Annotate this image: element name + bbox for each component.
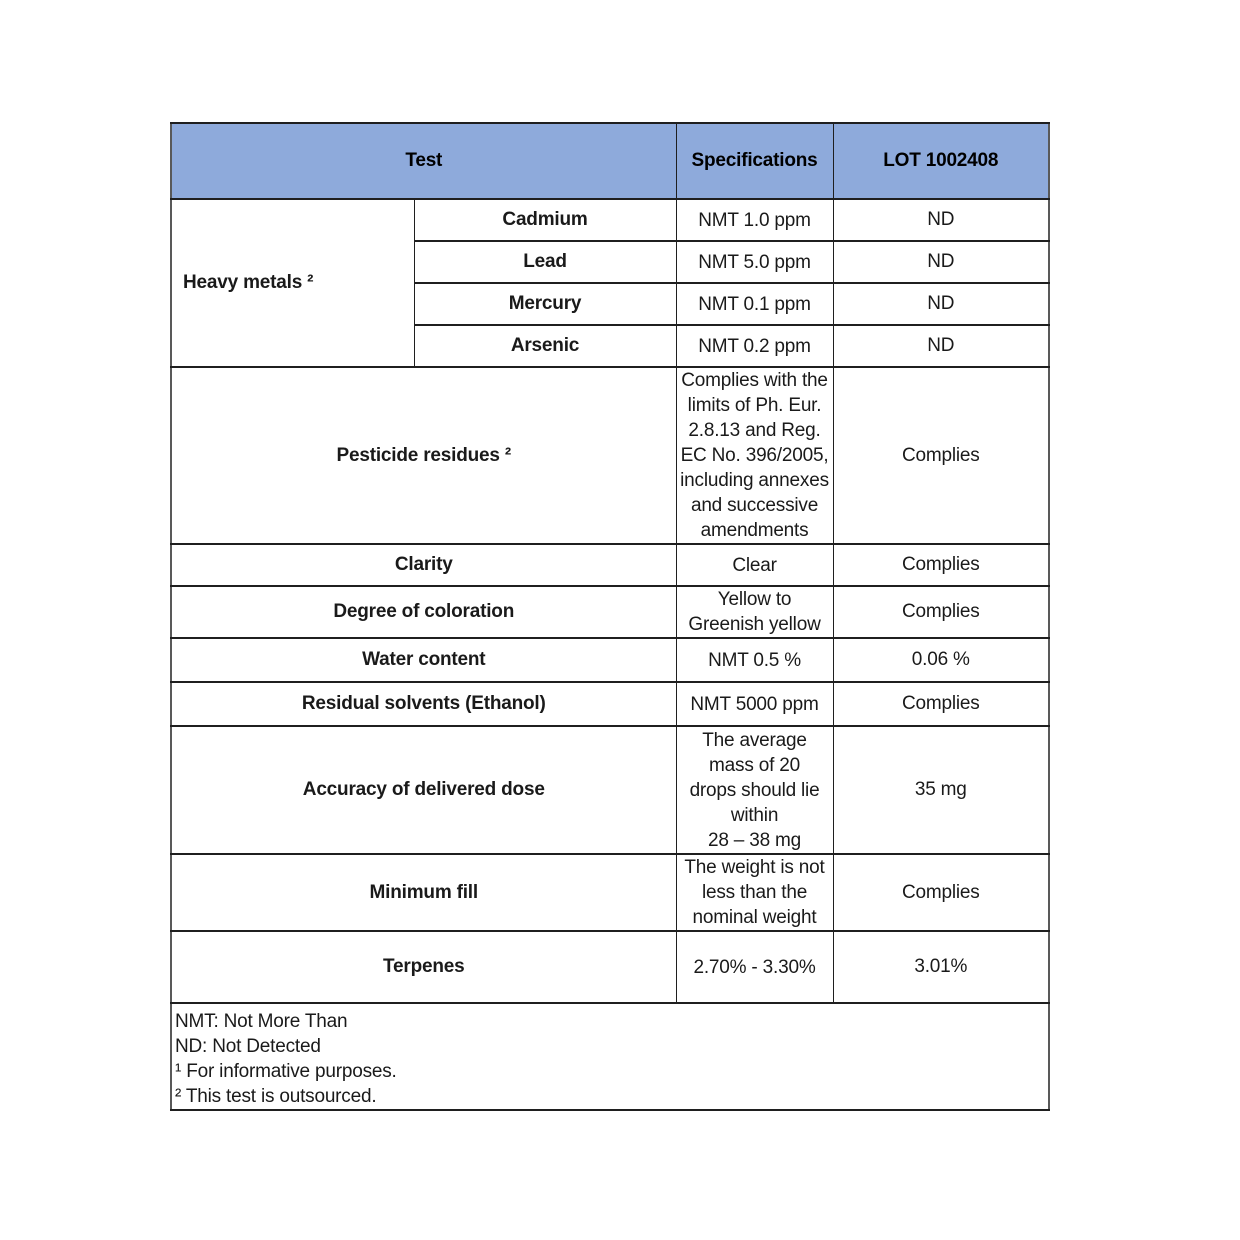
table-row-pesticide-residues: Pesticide residues ² Complies with the l…: [170, 366, 1050, 545]
test-label: Water content: [170, 637, 677, 683]
footnote-informative: ¹ For informative purposes.: [175, 1061, 397, 1082]
test-label: Mercury: [413, 282, 677, 326]
table-row-residual-solvents: Residual solvents (Ethanol) NMT 5000 ppm…: [170, 681, 1050, 727]
header-specifications: Specifications: [675, 122, 834, 200]
certificate-of-analysis-table: Test Specifications LOT 1002408 Heavy me…: [170, 122, 1051, 1111]
test-label: Residual solvents (Ethanol): [170, 681, 677, 727]
result-value: 3.01%: [832, 930, 1050, 1004]
heavy-metals-group-label: Heavy metals ²: [170, 198, 415, 368]
specification-value: NMT 0.2 ppm: [675, 324, 834, 368]
table-row-clarity: Clarity Clear Complies: [170, 543, 1050, 587]
result-value: Complies: [832, 681, 1050, 727]
table-row-cadmium: Heavy metals ² Cadmium NMT 1.0 ppm ND: [170, 198, 1050, 368]
result-value: ND: [832, 198, 1050, 242]
table-row-minimum-fill: Minimum fill The weight is not less than…: [170, 853, 1050, 932]
specification-value: Yellow to Greenish yellow: [675, 585, 834, 639]
table-row-accuracy-of-delivered-dose: Accuracy of delivered dose The average m…: [170, 725, 1050, 855]
result-value: Complies: [832, 543, 1050, 587]
table-row-degree-of-coloration: Degree of coloration Yellow to Greenish …: [170, 585, 1050, 639]
specification-value: NMT 5.0 ppm: [675, 240, 834, 284]
test-label: Terpenes: [170, 930, 677, 1004]
specification-value: NMT 5000 ppm: [675, 681, 834, 727]
table-row-terpenes: Terpenes 2.70% - 3.30% 3.01%: [170, 930, 1050, 1004]
table-row-mercury: Mercury NMT 0.1 ppm ND: [171, 282, 1050, 326]
result-value: ND: [832, 240, 1050, 284]
result-value: Complies: [832, 853, 1050, 932]
footnote-nmt: NMT: Not More Than: [175, 1011, 348, 1032]
specification-value: NMT 0.1 ppm: [675, 282, 834, 326]
test-label: Clarity: [170, 543, 677, 587]
specification-value: NMT 1.0 ppm: [675, 198, 834, 242]
test-label: Pesticide residues ²: [170, 366, 677, 545]
result-value: 35 mg: [832, 725, 1050, 855]
specification-value: 2.70% - 3.30%: [675, 930, 834, 1004]
specification-value: NMT 0.5 %: [675, 637, 834, 683]
test-label: Arsenic: [413, 324, 677, 368]
table-footnotes-row: NMT: Not More Than ND: Not Detected ¹ Fo…: [170, 1002, 1050, 1111]
footnotes-cell: NMT: Not More Than ND: Not Detected ¹ Fo…: [170, 1002, 1050, 1111]
test-label: Lead: [413, 240, 677, 284]
header-test: Test: [170, 122, 677, 200]
result-value: ND: [832, 324, 1050, 368]
result-value: Complies: [832, 366, 1050, 545]
header-lot: LOT 1002408: [832, 122, 1050, 200]
specification-value: Complies with the limits of Ph. Eur. 2.8…: [675, 366, 834, 545]
table-row-lead: Lead NMT 5.0 ppm ND: [171, 240, 1050, 284]
footnote-nd: ND: Not Detected: [175, 1036, 321, 1057]
result-value: 0.06 %: [832, 637, 1050, 683]
result-value: ND: [832, 282, 1050, 326]
test-label: Degree of coloration: [170, 585, 677, 639]
specification-value: The weight is not less than the nominal …: [675, 853, 834, 932]
result-value: Complies: [832, 585, 1050, 639]
table-row-water-content: Water content NMT 0.5 % 0.06 %: [170, 637, 1050, 683]
test-label: Accuracy of delivered dose: [170, 725, 677, 855]
footnote-outsourced: ² This test is outsourced.: [175, 1086, 377, 1107]
test-label: Minimum fill: [170, 853, 677, 932]
table-header-row: Test Specifications LOT 1002408: [170, 122, 1050, 200]
specification-value: Clear: [675, 543, 834, 587]
table-row-arsenic: Arsenic NMT 0.2 ppm ND: [171, 324, 1050, 368]
test-label: Cadmium: [413, 198, 677, 242]
specification-value: The average mass of 20 drops should lie …: [675, 725, 834, 855]
